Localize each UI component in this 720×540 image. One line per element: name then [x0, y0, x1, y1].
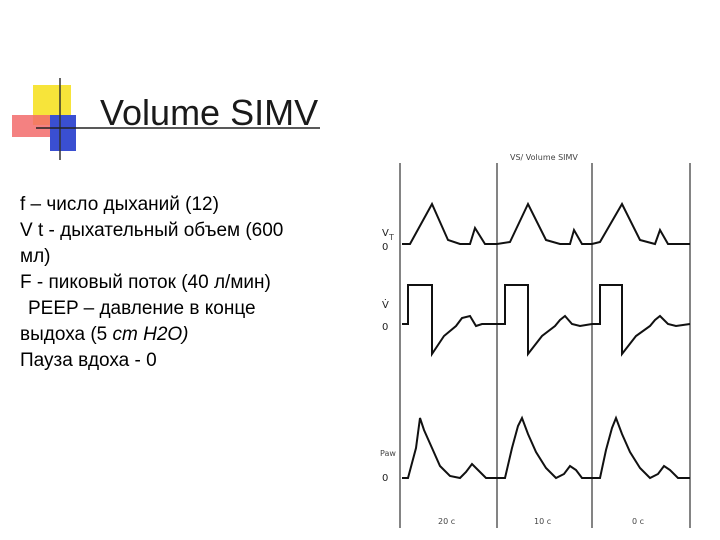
time-label-10: 10 c — [534, 517, 551, 526]
time-label-0: 0 c — [632, 517, 644, 526]
ventilator-waveforms: VS/ Volume SIMV V T 0 V̇ 0 Paw 0 20 c 10… — [380, 153, 691, 528]
param-peep-text: выдоха (5 — [20, 324, 113, 345]
parameter-list: f – число дыханий (12) V t - дыхательный… — [20, 192, 365, 374]
channel-zero-volume: 0 — [382, 242, 388, 253]
waveform-header: VS/ Volume SIMV — [510, 153, 578, 162]
slide-title: Volume SIMV — [100, 92, 319, 133]
param-pause: Пауза вдоха - 0 — [20, 350, 157, 371]
pressure-waveform — [402, 415, 690, 480]
time-label-20: 20 c — [438, 517, 455, 526]
channel-label-volume: V — [382, 228, 389, 239]
channel-label-pressure: Paw — [380, 449, 396, 458]
deco-blue-square — [50, 115, 76, 151]
channel-zero-flow: 0 — [382, 322, 388, 333]
param-peep-unit: cm H2O) — [112, 324, 189, 345]
channel-label-flow: V̇ — [382, 298, 389, 311]
param-tidal-volume-cont: мл) — [20, 246, 51, 267]
channel-sub-volume: T — [388, 233, 394, 242]
param-peep-cont: выдоха (5 cm H2O) — [20, 322, 365, 348]
deco-red-square — [12, 115, 54, 137]
param-rate: f – число дыханий (12) — [20, 194, 219, 215]
volume-waveform — [402, 201, 690, 246]
param-peak-flow: F - пиковый поток (40 л/мин) — [20, 272, 271, 293]
flow-waveform — [402, 284, 691, 358]
param-peep: PEEP – давление в конце — [28, 298, 256, 319]
channel-zero-pressure: 0 — [382, 473, 388, 484]
param-tidal-volume: V t - дыхательный объем (600 — [20, 220, 284, 241]
